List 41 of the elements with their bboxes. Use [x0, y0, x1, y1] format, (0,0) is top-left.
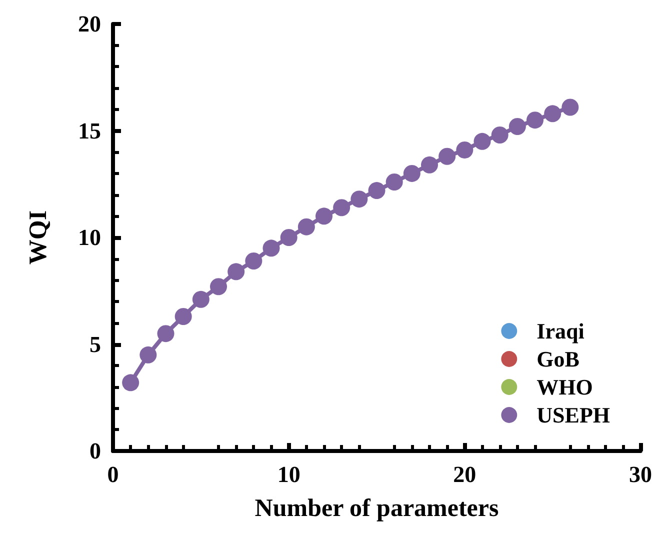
y-tick-label: 15 — [78, 118, 101, 144]
point — [421, 156, 438, 174]
point — [210, 278, 227, 296]
legend-label: GoB — [536, 346, 580, 372]
point — [245, 252, 262, 270]
point — [333, 199, 350, 216]
y-tick-label: 10 — [78, 225, 101, 250]
point — [526, 112, 544, 129]
x-axis-title: Number of parameters — [254, 495, 499, 522]
legend-label: Iraqi — [536, 318, 584, 344]
y-axis-title: WQI — [25, 210, 52, 265]
point — [508, 118, 526, 135]
point — [350, 190, 368, 208]
point — [122, 374, 140, 392]
x-tick-label: 0 — [107, 462, 119, 487]
legend-label: USEPH — [536, 402, 610, 428]
point — [474, 132, 491, 150]
point — [403, 164, 420, 182]
point — [174, 308, 192, 325]
y-tick-label: 0 — [90, 438, 101, 464]
point — [562, 98, 579, 116]
point — [192, 290, 210, 308]
y-tick-label: 5 — [90, 332, 101, 357]
x-tick-label: 20 — [453, 462, 476, 487]
point — [280, 229, 298, 246]
x-tick-label: 30 — [629, 462, 652, 487]
y-tick-label: 20 — [78, 12, 101, 36]
point — [438, 148, 456, 165]
point — [157, 325, 174, 342]
legend-label: WHO — [536, 374, 593, 400]
point — [298, 218, 315, 236]
point — [544, 105, 562, 122]
point — [228, 263, 245, 280]
point — [140, 346, 157, 364]
point — [491, 126, 508, 144]
point — [386, 173, 403, 190]
x-tick-label: 10 — [277, 462, 300, 487]
point — [368, 182, 386, 200]
point — [456, 141, 474, 158]
point — [262, 240, 280, 257]
point — [316, 208, 332, 225]
